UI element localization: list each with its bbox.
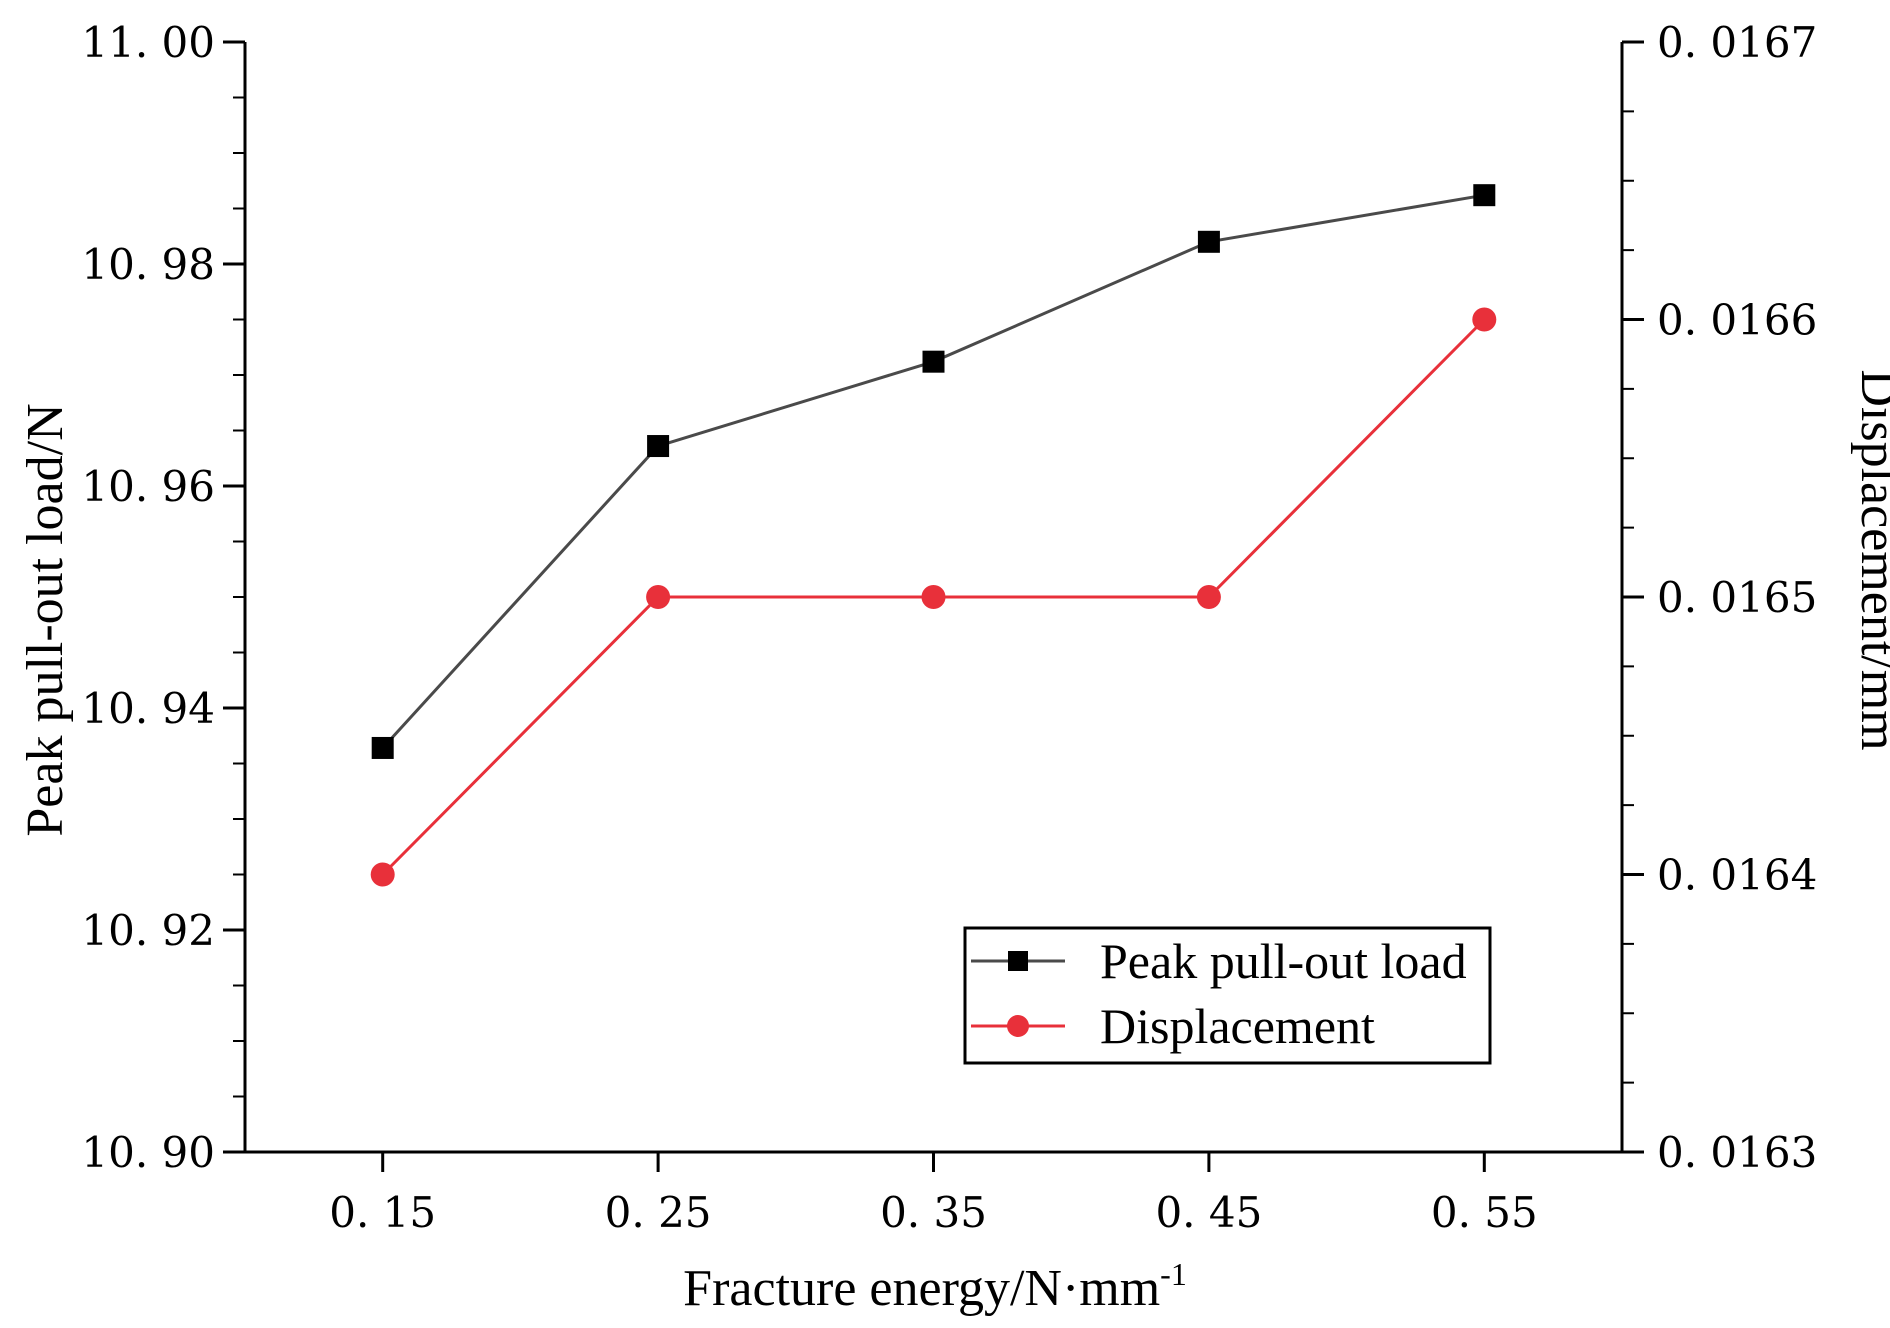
displacement-point bbox=[1472, 307, 1497, 332]
peak-load-point bbox=[1473, 184, 1496, 207]
legend: Peak pull-out load Displacement bbox=[963, 926, 1492, 1065]
axes-layer: 10. 90 10. 92 10. 94 10. 96 10. 98 11. 00 0. 0… bbox=[17, 18, 1890, 1317]
x-tick-label: 0. 25 bbox=[605, 1188, 712, 1237]
y-left-tick-label: 10. 90 bbox=[81, 1128, 215, 1177]
x-axis-title-text: Fracture energy/N·mm bbox=[683, 1260, 1160, 1317]
x-tick-label: 0. 15 bbox=[329, 1188, 436, 1237]
x-axis-title-superscript: -1 bbox=[1160, 1256, 1187, 1292]
legend-displacement-label: Displacement bbox=[1100, 998, 1375, 1054]
y-left-tick-label: 10. 96 bbox=[81, 462, 215, 511]
x-tick-label: 0. 35 bbox=[880, 1188, 987, 1237]
peak-load-point bbox=[922, 350, 945, 373]
series-layer bbox=[370, 184, 1497, 887]
y-left-tick-label: 10. 94 bbox=[81, 684, 215, 733]
x-tick-label: 0. 45 bbox=[1155, 1188, 1262, 1237]
y-right-axis-title: Displacement/mm bbox=[1850, 369, 1890, 750]
displacement-point bbox=[370, 862, 395, 887]
y-right-tick-label: 0. 0164 bbox=[1657, 851, 1817, 900]
y-left-tick-label: 10. 92 bbox=[81, 906, 215, 955]
displacement-point bbox=[921, 585, 946, 609]
peak-load-point bbox=[1197, 230, 1220, 253]
y-right-tick-label: 0. 0165 bbox=[1657, 573, 1817, 622]
peak-load-point bbox=[647, 435, 670, 458]
displacement-point bbox=[646, 585, 671, 609]
legend-peak-load-label: Peak pull-out load bbox=[1100, 933, 1467, 989]
legend-displacement-marker bbox=[1007, 1015, 1029, 1037]
x-axis-title: Fracture energy/N·mm-1 bbox=[683, 1256, 1187, 1317]
y-right-tick-label: 0. 0167 bbox=[1657, 18, 1817, 67]
y-right-tick-label: 0. 0163 bbox=[1657, 1128, 1817, 1177]
y-right-tick-label: 0. 0166 bbox=[1657, 296, 1817, 345]
peak-load-series-line bbox=[381, 193, 1485, 749]
legend-box bbox=[963, 926, 1492, 1065]
displacement-point bbox=[1196, 585, 1221, 609]
peak-load-point bbox=[371, 736, 394, 759]
y-left-axis-title: Peak pull-out load/N bbox=[17, 403, 74, 836]
x-tick-label: 0. 55 bbox=[1431, 1188, 1538, 1237]
y-left-tick-label: 11. 00 bbox=[81, 18, 215, 67]
legend-peak-load-marker bbox=[1008, 951, 1028, 971]
y-left-tick-label: 10. 98 bbox=[81, 240, 215, 289]
